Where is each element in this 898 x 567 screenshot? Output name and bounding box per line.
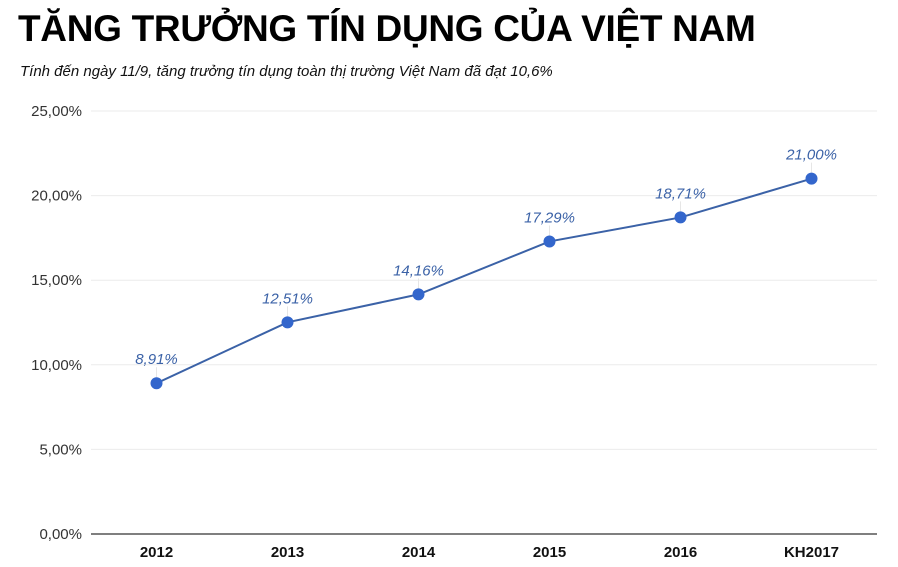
y-tick-label: 5,00% [39,441,82,458]
chart-title: TĂNG TRƯỞNG TÍN DỤNG CỦA VIỆT NAM [18,8,756,49]
data-point [281,316,294,329]
data-label: 17,29% [524,209,575,226]
series-line [156,177,812,385]
data-label: 21,00% [785,147,837,164]
x-axis-labels: 2012 2013 2014 2015 2016 KH2017 [140,544,839,561]
gridlines [91,110,877,450]
data-point [543,235,556,248]
data-point [412,288,425,301]
y-axis-labels: 0,00% 5,00% 10,00% 15,00% 20,00% 25,00% [31,103,82,543]
y-tick-label: 20,00% [31,188,82,205]
data-point [805,172,818,185]
data-label: 8,91% [135,351,178,368]
x-tick-label: 2012 [140,544,173,561]
x-tick-label: 2014 [402,544,436,561]
x-tick-label: 2013 [271,544,304,561]
x-tick-label: KH2017 [784,544,839,561]
y-tick-label: 10,00% [31,357,82,374]
data-point [150,377,163,390]
data-points [150,172,818,390]
data-label: 14,16% [393,262,444,279]
data-label: 12,51% [262,290,313,307]
x-tick-label: 2016 [664,544,697,561]
y-tick-label: 25,00% [31,103,82,120]
y-tick-label: 15,00% [31,272,82,289]
label-leader-lines [156,162,812,378]
data-labels: 8,91% 12,51% 14,16% 17,29% 18,71% 21,00% [135,147,837,369]
data-point [674,211,687,224]
x-tick-label: 2015 [533,544,566,561]
y-tick-label: 0,00% [39,526,82,543]
chart-subtitle: Tính đến ngày 11/9, tăng trưởng tín dụng… [20,63,553,80]
data-label: 18,71% [655,185,706,202]
